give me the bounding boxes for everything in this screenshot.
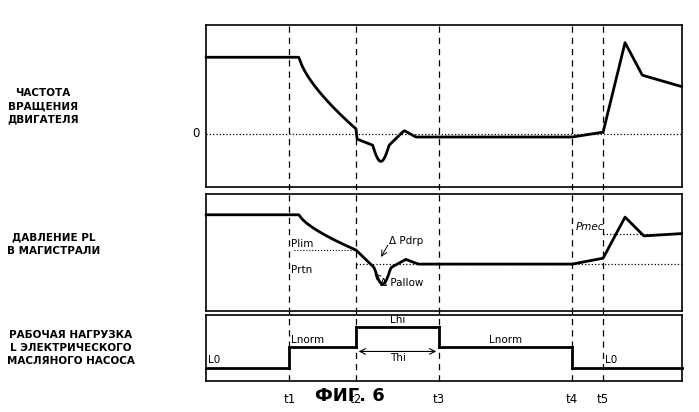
Text: Lnorm: Lnorm xyxy=(291,335,324,345)
Text: Thi: Thi xyxy=(389,353,405,363)
Text: ДАВЛЕНИЕ PL
В МАГИСТРАЛИ: ДАВЛЕНИЕ PL В МАГИСТРАЛИ xyxy=(7,232,100,256)
Text: t2: t2 xyxy=(350,393,362,406)
Text: РАБОЧАЯ НАГРУЗКА
L ЭЛЕКТРИЧЕСКОГО
МАСЛЯНОГО НАСОСА: РАБОЧАЯ НАГРУЗКА L ЭЛЕКТРИЧЕСКОГО МАСЛЯН… xyxy=(7,330,135,366)
Text: Lhi: Lhi xyxy=(390,315,405,325)
Text: ФИГ. 6: ФИГ. 6 xyxy=(315,386,384,405)
Text: t3: t3 xyxy=(433,393,445,406)
Text: Plim: Plim xyxy=(291,239,313,249)
Text: t5: t5 xyxy=(597,393,609,406)
Text: 0: 0 xyxy=(192,127,199,140)
Text: L0: L0 xyxy=(208,355,221,365)
Text: t4: t4 xyxy=(566,393,578,406)
Text: Pmec: Pmec xyxy=(576,222,604,232)
Text: Δ Pallow: Δ Pallow xyxy=(380,278,423,288)
Text: Lnorm: Lnorm xyxy=(489,335,522,345)
Text: L0: L0 xyxy=(605,355,617,365)
Text: ЧАСТОТА
ВРАЩЕНИЯ
ДВИГАТЕЛЯ: ЧАСТОТА ВРАЩЕНИЯ ДВИГАТЕЛЯ xyxy=(7,88,78,124)
Text: Δ Pdrp: Δ Pdrp xyxy=(389,236,424,246)
Text: Prtn: Prtn xyxy=(291,265,312,275)
Text: t1: t1 xyxy=(283,393,296,406)
